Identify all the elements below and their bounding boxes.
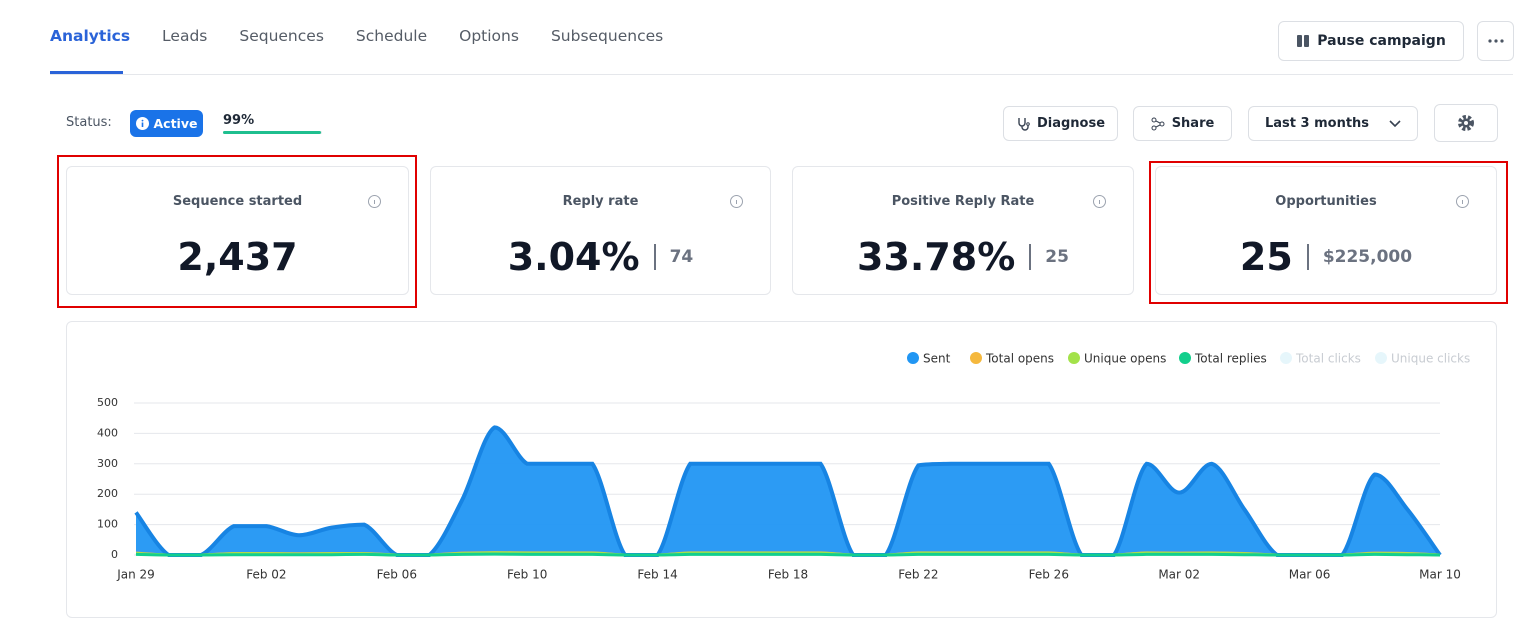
x-tick-label: Feb 18 — [768, 568, 808, 582]
tab[interactable]: Analytics — [50, 27, 131, 45]
metric-card: Reply rate 3.04% 74 — [430, 166, 771, 295]
x-tick-label: Feb 22 — [898, 568, 938, 582]
status-badge: Active — [130, 110, 203, 137]
x-tick-label: Mar 06 — [1289, 568, 1331, 582]
progress-label: 99% — [223, 113, 255, 128]
share-icon — [1151, 117, 1165, 130]
legend-label[interactable]: Total clicks — [1295, 352, 1361, 366]
legend-marker — [907, 352, 919, 364]
info-icon — [1093, 195, 1106, 208]
x-tick-label: Feb 26 — [1029, 568, 1069, 582]
chart-panel — [66, 321, 1497, 618]
highlight-box — [1149, 161, 1508, 304]
gear-icon — [1458, 115, 1474, 131]
line — [134, 425, 1442, 557]
card-row: 25 $225,000 — [1156, 235, 1496, 279]
tab[interactable]: Options — [459, 27, 519, 45]
tab[interactable]: Subsequences — [550, 27, 664, 45]
status-label: Status: — [66, 115, 112, 130]
tab[interactable]: Leads — [162, 27, 208, 45]
card-value: 25 — [1239, 235, 1293, 279]
range-label: Last 3 months — [1265, 116, 1370, 131]
tab[interactable]: Sequences — [239, 27, 324, 45]
card-title: Positive Reply Rate — [891, 194, 1035, 209]
metric-card: Sequence started 2,437 — [66, 166, 409, 295]
y-tick-label: 300 — [97, 457, 118, 470]
tab-bar: Analytics Leads Sequences Schedule Options Su… — [50, 27, 663, 45]
line — [135, 552, 1441, 557]
pause-button[interactable]: Pause campaign — [1278, 21, 1464, 61]
legend-label[interactable]: Unique opens — [1084, 352, 1166, 366]
legend-marker — [1375, 352, 1387, 364]
diagnose-label: Diagnose — [1036, 116, 1106, 131]
y-tick-label: 100 — [97, 518, 118, 531]
legend-label[interactable]: Total replies — [1194, 352, 1267, 366]
highlight-box — [57, 155, 417, 308]
badge-label: Active — [153, 116, 198, 131]
x-tick-label: Mar 02 — [1158, 568, 1200, 582]
card-row: 2,437 — [67, 235, 408, 279]
active-tab-indicator — [50, 71, 123, 74]
card-title: Opportunities — [1275, 194, 1377, 209]
more-button[interactable] — [1477, 21, 1514, 61]
x-tick-label: Mar 10 — [1419, 568, 1461, 582]
diagnose-button[interactable]: Diagnose — [1003, 106, 1118, 141]
metric-card: Positive Reply Rate 33.78% 25 — [792, 166, 1134, 295]
card-separator — [653, 244, 656, 270]
card-count: $225,000 — [1322, 247, 1413, 267]
card-value: 3.04% — [507, 235, 640, 279]
divider — [50, 74, 1513, 75]
y-tick-label: 200 — [97, 487, 118, 500]
x-tick-label: Jan 29 — [116, 568, 155, 582]
range-dropdown[interactable]: Last 3 months — [1248, 106, 1418, 141]
share-button[interactable]: Share — [1133, 106, 1232, 141]
area — [136, 427, 1440, 555]
legend-label[interactable]: Total opens — [985, 352, 1054, 366]
pause-label: Pause campaign — [1317, 33, 1446, 49]
y-tick-label: 400 — [97, 426, 118, 439]
card-value: 2,437 — [177, 235, 298, 279]
info-icon — [730, 195, 743, 208]
y-tick-label: 0 — [111, 548, 118, 561]
legend-label[interactable]: Unique clicks — [1391, 352, 1470, 366]
legend-marker — [1068, 352, 1080, 364]
more-icon — [1487, 39, 1504, 43]
card-row: 3.04% 74 — [431, 235, 770, 279]
card-value: 33.78% — [857, 235, 1016, 279]
tab[interactable]: Schedule — [355, 27, 428, 45]
chevron-icon — [1389, 119, 1401, 127]
progress-track — [223, 131, 322, 134]
x-tick-label: Feb 10 — [507, 568, 547, 582]
info-icon — [135, 117, 149, 130]
card-title: Sequence started — [172, 194, 303, 209]
share-label: Share — [1171, 116, 1215, 131]
pause-icon — [1297, 35, 1310, 47]
stethoscope-icon — [1018, 117, 1030, 131]
legend-marker — [970, 352, 982, 364]
legend-label[interactable]: Sent — [923, 352, 951, 366]
x-tick-label: Feb 02 — [246, 568, 286, 582]
progress-fill — [223, 131, 321, 134]
settings-button[interactable] — [1434, 104, 1498, 142]
card-count: 74 — [669, 247, 694, 267]
info-icon — [1456, 195, 1469, 208]
y-tick-label: 500 — [97, 396, 118, 409]
legend-marker — [1179, 352, 1191, 364]
card-count: 25 — [1045, 247, 1069, 267]
x-tick-label: Feb 06 — [377, 568, 417, 582]
metric-card: Opportunities 25 $225,000 — [1155, 166, 1497, 295]
info-icon — [368, 195, 381, 208]
card-row: 33.78% 25 — [793, 235, 1133, 279]
card-separator — [1306, 244, 1309, 270]
legend-marker — [1280, 352, 1292, 364]
card-separator — [1029, 244, 1032, 270]
x-tick-label: Feb 14 — [637, 568, 677, 582]
card-title: Reply rate — [562, 194, 639, 209]
